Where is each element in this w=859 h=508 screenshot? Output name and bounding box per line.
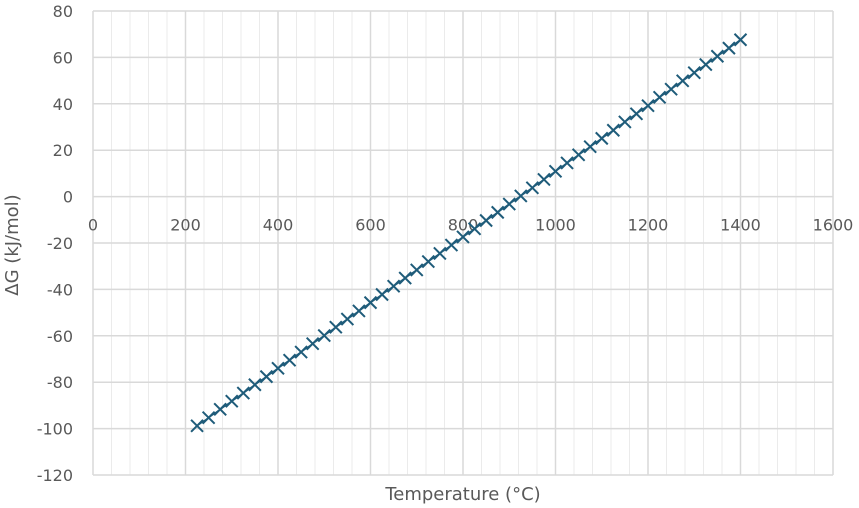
data-point-marker: [444, 238, 459, 252]
data-point-marker: [467, 222, 482, 236]
data-point-marker: [664, 82, 678, 96]
data-point-marker: [560, 156, 574, 170]
data-point-marker: [213, 402, 227, 417]
data-point-marker: [201, 410, 216, 425]
major-gridlines: [92, 10, 834, 476]
data-point-marker: [190, 419, 204, 433]
y-tick-label: 20: [53, 141, 73, 160]
data-point-marker: [710, 49, 725, 63]
data-point-marker: [537, 172, 551, 187]
y-tick-label: -100: [37, 420, 73, 439]
y-tick-labels: 80 60 40 20 0 -20 -40 -60 -80 -100 -120: [37, 2, 73, 485]
data-point-marker: [398, 271, 412, 285]
x-tick-labels: 0 200 400 600 800 1000 1200 1400 1600: [88, 216, 853, 235]
data-point-marker: [629, 107, 644, 121]
data-point-marker: [375, 287, 389, 302]
x-tick-label: 0: [88, 216, 98, 235]
y-tick-label: 0: [63, 188, 73, 207]
y-axis-title: ΔG (kJ/mol): [2, 194, 23, 295]
y-tick-label: -40: [47, 280, 73, 299]
data-point-marker: [583, 140, 597, 154]
x-tick-label: 200: [170, 216, 201, 235]
data-point-marker: [618, 115, 632, 129]
y-tick-label: 40: [53, 95, 73, 114]
data-point-marker: [548, 164, 563, 179]
data-point-marker: [363, 295, 378, 310]
data-point-marker: [733, 33, 748, 47]
data-point-marker: [502, 197, 516, 211]
data-point-marker: [525, 181, 540, 195]
data-point-marker: [294, 345, 308, 359]
data-series: [190, 33, 748, 433]
data-point-marker: [652, 90, 667, 105]
x-tick-label: 600: [355, 216, 386, 235]
data-point-marker: [329, 320, 343, 334]
data-point-marker: [421, 254, 436, 269]
data-point-marker: [225, 394, 239, 408]
data-point-marker: [687, 66, 701, 80]
y-tick-label: -20: [47, 234, 73, 253]
data-point-marker: [571, 148, 586, 162]
data-point-marker: [490, 205, 505, 220]
x-tick-label: 800: [448, 216, 479, 235]
data-point-marker: [386, 279, 401, 293]
data-point-marker: [479, 213, 493, 228]
x-tick-label: 400: [263, 216, 294, 235]
y-tick-label: -80: [47, 373, 73, 392]
data-point-marker: [514, 189, 528, 203]
y-tick-label: 80: [53, 2, 73, 21]
x-axis-title: Temperature (°C): [384, 484, 540, 505]
x-tick-label: 1000: [535, 216, 576, 235]
x-tick-label: 1600: [813, 216, 854, 235]
data-point-marker: [271, 361, 285, 375]
y-tick-label: 60: [53, 48, 73, 67]
data-point-marker: [606, 123, 621, 137]
data-point-marker: [595, 131, 609, 146]
data-point-marker: [699, 57, 713, 72]
y-tick-label: -120: [37, 466, 73, 485]
y-tick-label: -60: [47, 327, 73, 346]
data-point-marker: [675, 74, 690, 88]
data-point-marker: [236, 386, 251, 400]
x-tick-label: 1200: [628, 216, 669, 235]
data-point-marker: [259, 369, 274, 384]
data-point-marker: [352, 304, 366, 318]
data-point-marker: [722, 41, 736, 55]
data-point-marker: [340, 312, 355, 326]
data-point-marker: [305, 336, 320, 351]
x-tick-label: 1400: [720, 216, 761, 235]
data-point-marker: [456, 230, 470, 244]
data-point-marker: [282, 353, 297, 367]
data-point-marker: [641, 98, 655, 113]
data-point-marker: [248, 378, 262, 392]
data-point-marker: [410, 263, 424, 277]
data-point-marker: [317, 328, 331, 343]
data-point-marker: [433, 246, 447, 261]
